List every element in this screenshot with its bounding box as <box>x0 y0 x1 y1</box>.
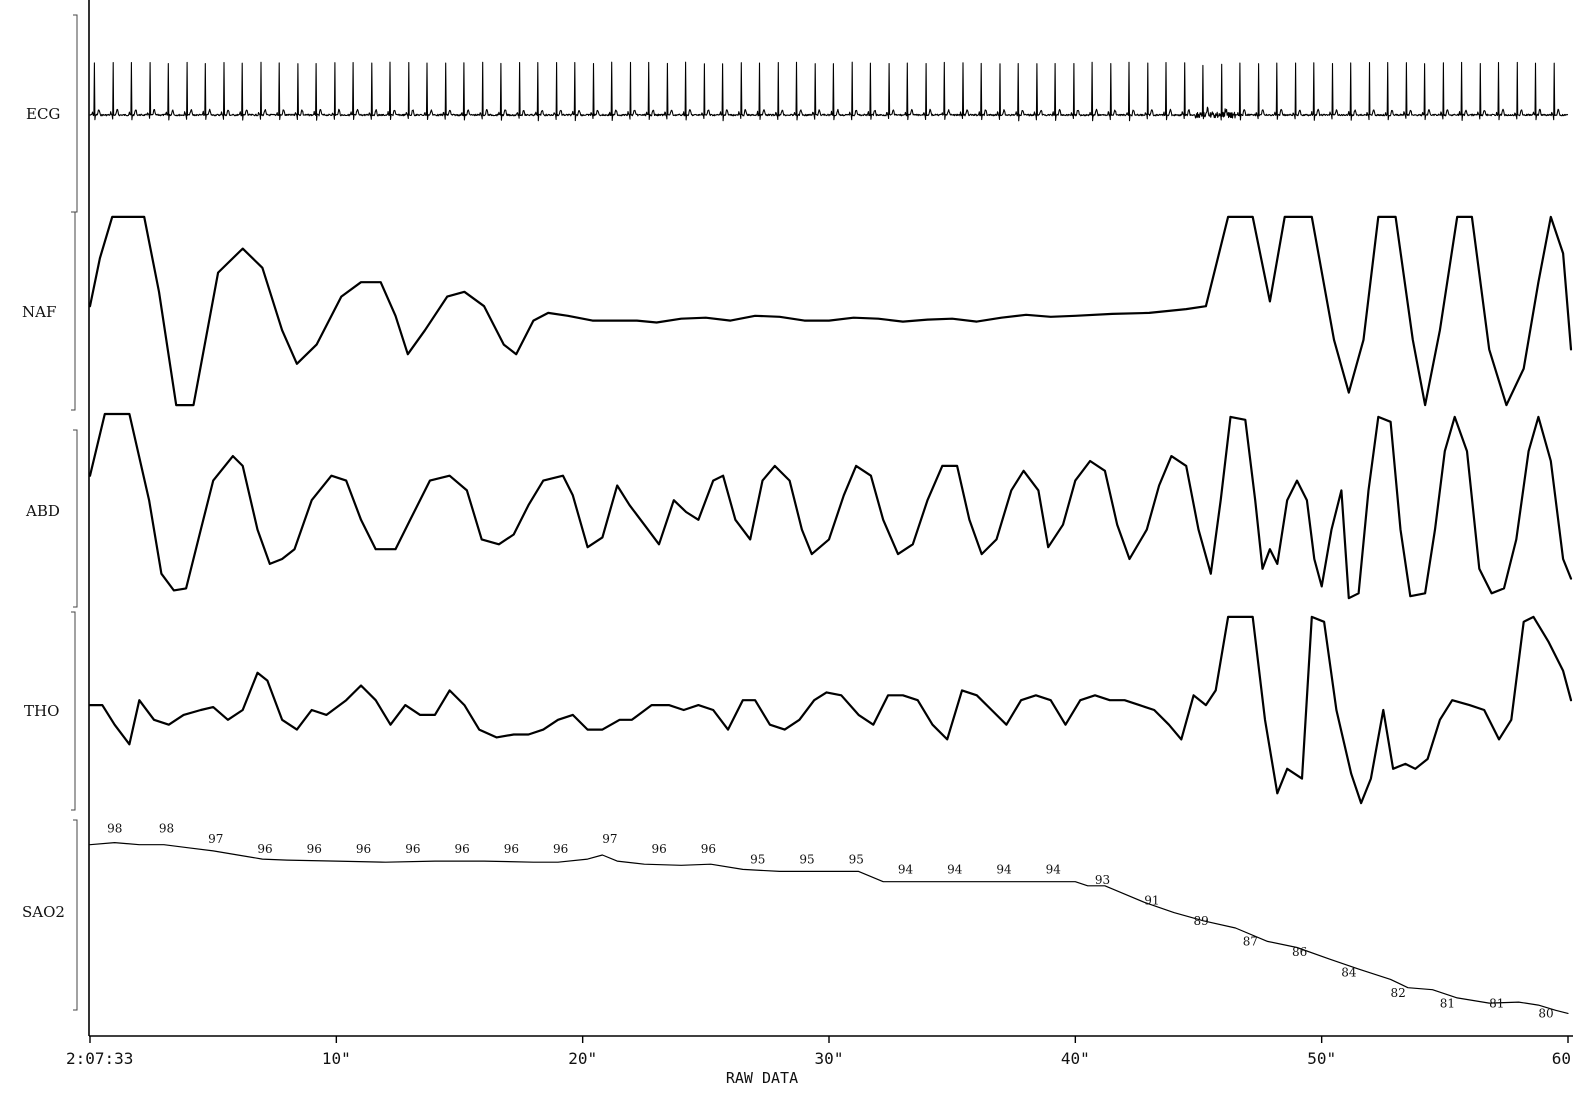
trace-abd <box>88 412 1573 600</box>
sao2-value: 95 <box>750 852 765 866</box>
sao2-value: 81 <box>1440 996 1455 1010</box>
sao2-value: 96 <box>553 842 568 856</box>
channel-traces <box>88 61 1573 1014</box>
sao2-value: 84 <box>1341 966 1357 980</box>
x-tick-label: 10" <box>322 1049 351 1068</box>
x-tick-label: 2:07:33 <box>66 1049 133 1068</box>
trace-sao2 <box>89 842 1569 1014</box>
scale-bracket-tho <box>71 611 76 811</box>
sao2-value: 87 <box>1243 935 1258 949</box>
sao2-value: 96 <box>701 842 716 856</box>
x-tick-label: 40" <box>1061 1049 1090 1068</box>
trace-ecg <box>89 61 1569 122</box>
sao2-value: 96 <box>405 842 420 856</box>
sao2-value: 95 <box>799 852 814 866</box>
sao2-value: 81 <box>1489 996 1504 1010</box>
sao2-value: 94 <box>947 863 963 877</box>
trace-naf <box>88 215 1573 407</box>
x-axis-title: RAW DATA <box>726 1069 798 1087</box>
scale-bracket-sao2 <box>73 819 78 1011</box>
scale-bracket-naf <box>71 211 76 411</box>
sao2-value: 96 <box>307 842 322 856</box>
channel-label-tho: THO <box>24 702 59 720</box>
sao2-value: 97 <box>208 832 223 846</box>
channel-label-abd: ABD <box>25 502 60 520</box>
trace-tho <box>88 615 1573 805</box>
sao2-value: 94 <box>996 863 1012 877</box>
x-tick-label: 50" <box>1307 1049 1336 1068</box>
sao2-value: 96 <box>356 842 371 856</box>
sao2-value: 96 <box>652 842 667 856</box>
scale-bracket-ecg <box>73 14 78 213</box>
channel-label-sao2: SAO2 <box>22 903 65 921</box>
sao2-value: 98 <box>107 822 122 836</box>
sao2-value: 97 <box>602 832 617 846</box>
sao2-value: 94 <box>898 863 914 877</box>
channel-label-naf: NAF <box>22 303 56 321</box>
sao2-value: 96 <box>257 842 272 856</box>
sao2-value: 96 <box>454 842 469 856</box>
channel-scale-brackets <box>71 14 78 1011</box>
x-tick-label: 60 <box>1552 1049 1571 1068</box>
channel-labels: ECG NAF ABD THO SAO2 <box>22 105 65 921</box>
x-tick-label: 30" <box>815 1049 844 1068</box>
sao2-value: 89 <box>1193 914 1208 928</box>
channel-label-ecg: ECG <box>26 105 60 123</box>
sao2-value: 96 <box>504 842 519 856</box>
sao2-value: 86 <box>1292 945 1307 959</box>
time-axis: 2:07:33 10" 20" 30" 40" 50" 60 <box>66 0 1573 1068</box>
sao2-value: 94 <box>1046 863 1062 877</box>
sao2-value-labels: 98 98 97 96 96 96 96 96 96 96 97 96 96 95 95 95 94 94 94 94… <box>107 822 1553 1021</box>
sao2-value: 80 <box>1538 1007 1553 1021</box>
scale-bracket-abd <box>73 429 78 608</box>
x-tick-label: 20" <box>568 1049 597 1068</box>
sao2-value: 93 <box>1095 873 1110 887</box>
sao2-value: 91 <box>1144 894 1159 908</box>
sao2-value: 82 <box>1391 986 1406 1000</box>
sao2-value: 95 <box>849 852 864 866</box>
sao2-value: 98 <box>159 822 174 836</box>
